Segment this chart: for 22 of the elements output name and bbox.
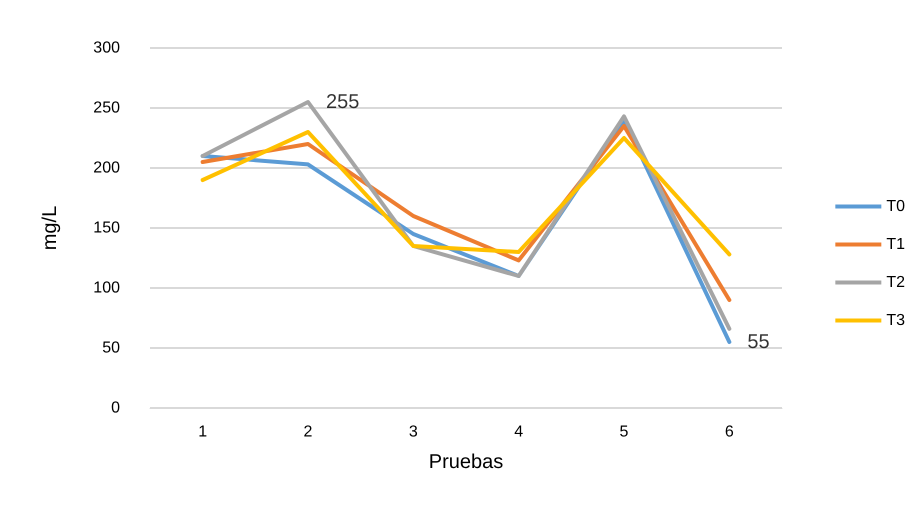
x-tick-label: 6	[724, 424, 734, 440]
y-tick-label: 150	[93, 220, 120, 236]
y-tick-label: 100	[93, 280, 120, 296]
line-series	[200, 130, 732, 256]
y-tick-label: 0	[111, 400, 120, 416]
annotation: 255	[326, 91, 360, 113]
legend-label: T0	[886, 198, 906, 215]
y-tick-label: 250	[93, 100, 120, 116]
y-tick-label: 200	[93, 160, 120, 176]
annotation: 55	[747, 331, 770, 353]
y-axis-title: mg/L	[39, 206, 61, 250]
y-tick-label: 50	[102, 340, 120, 356]
legend-label: T2	[886, 274, 906, 291]
x-axis-title: Pruebas	[428, 451, 504, 473]
x-tick-label: 3	[408, 424, 418, 440]
legend-label: T1	[886, 236, 906, 253]
y-tick-label: 300	[93, 40, 120, 56]
legend-label: T3	[886, 312, 906, 329]
x-tick-label: 4	[514, 424, 524, 440]
x-tick-label: 1	[198, 424, 208, 440]
x-tick-label: 5	[620, 424, 629, 440]
x-tick-label: 2	[304, 424, 313, 440]
